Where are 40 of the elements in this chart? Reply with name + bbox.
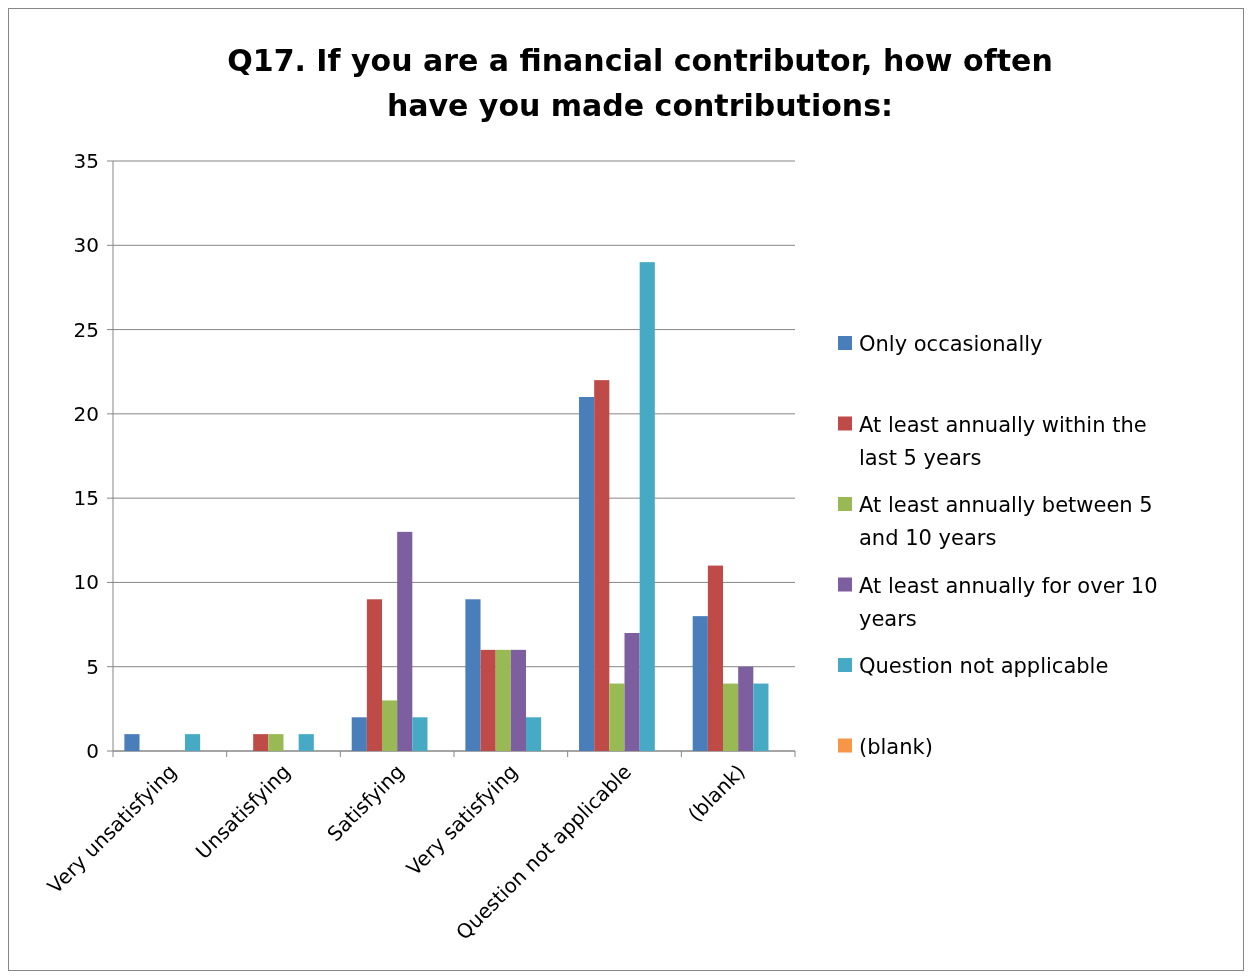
bar <box>495 649 511 751</box>
bar <box>579 397 595 751</box>
bar <box>738 666 754 751</box>
bar <box>351 717 367 751</box>
legend-label: Only occasionally <box>859 332 1043 357</box>
y-tick-label: 30 <box>73 233 99 258</box>
chart-title: Q17. If you are a financial contributor, how often have you made contributions: <box>227 42 1053 123</box>
bar <box>723 683 739 751</box>
bar <box>510 649 526 751</box>
bar <box>268 734 284 751</box>
bar <box>525 717 542 751</box>
bar <box>124 734 140 751</box>
bar <box>382 700 398 751</box>
y-tick-label: 5 <box>86 654 99 679</box>
y-tick-label: 0 <box>86 739 99 763</box>
y-tick-label: 35 <box>73 149 99 173</box>
y-tick-label: 15 <box>73 486 99 511</box>
bar <box>480 649 496 751</box>
bar <box>412 717 428 751</box>
bar <box>639 262 655 751</box>
bar <box>624 633 640 751</box>
legend-label: Question not applicable <box>859 654 1109 679</box>
bar <box>753 683 769 751</box>
bar <box>707 565 724 751</box>
legend-label: At least annually within the last 5 years <box>859 412 1147 470</box>
bar <box>298 734 314 751</box>
y-tick-label: 10 <box>73 570 99 595</box>
y-tick-label: 20 <box>73 401 99 426</box>
y-tick-label: 25 <box>73 317 99 342</box>
bar <box>692 616 708 751</box>
legend-label: (blank) <box>859 734 933 759</box>
bar <box>184 734 201 751</box>
bar <box>609 683 625 751</box>
bar <box>594 380 610 751</box>
bar <box>397 531 413 751</box>
bar <box>253 734 269 751</box>
bar <box>366 599 383 751</box>
legend-label: At least annually for over 10 years <box>859 573 1158 631</box>
bar <box>465 599 481 751</box>
legend-label: At least annually between 5 and 10 years <box>859 493 1153 551</box>
